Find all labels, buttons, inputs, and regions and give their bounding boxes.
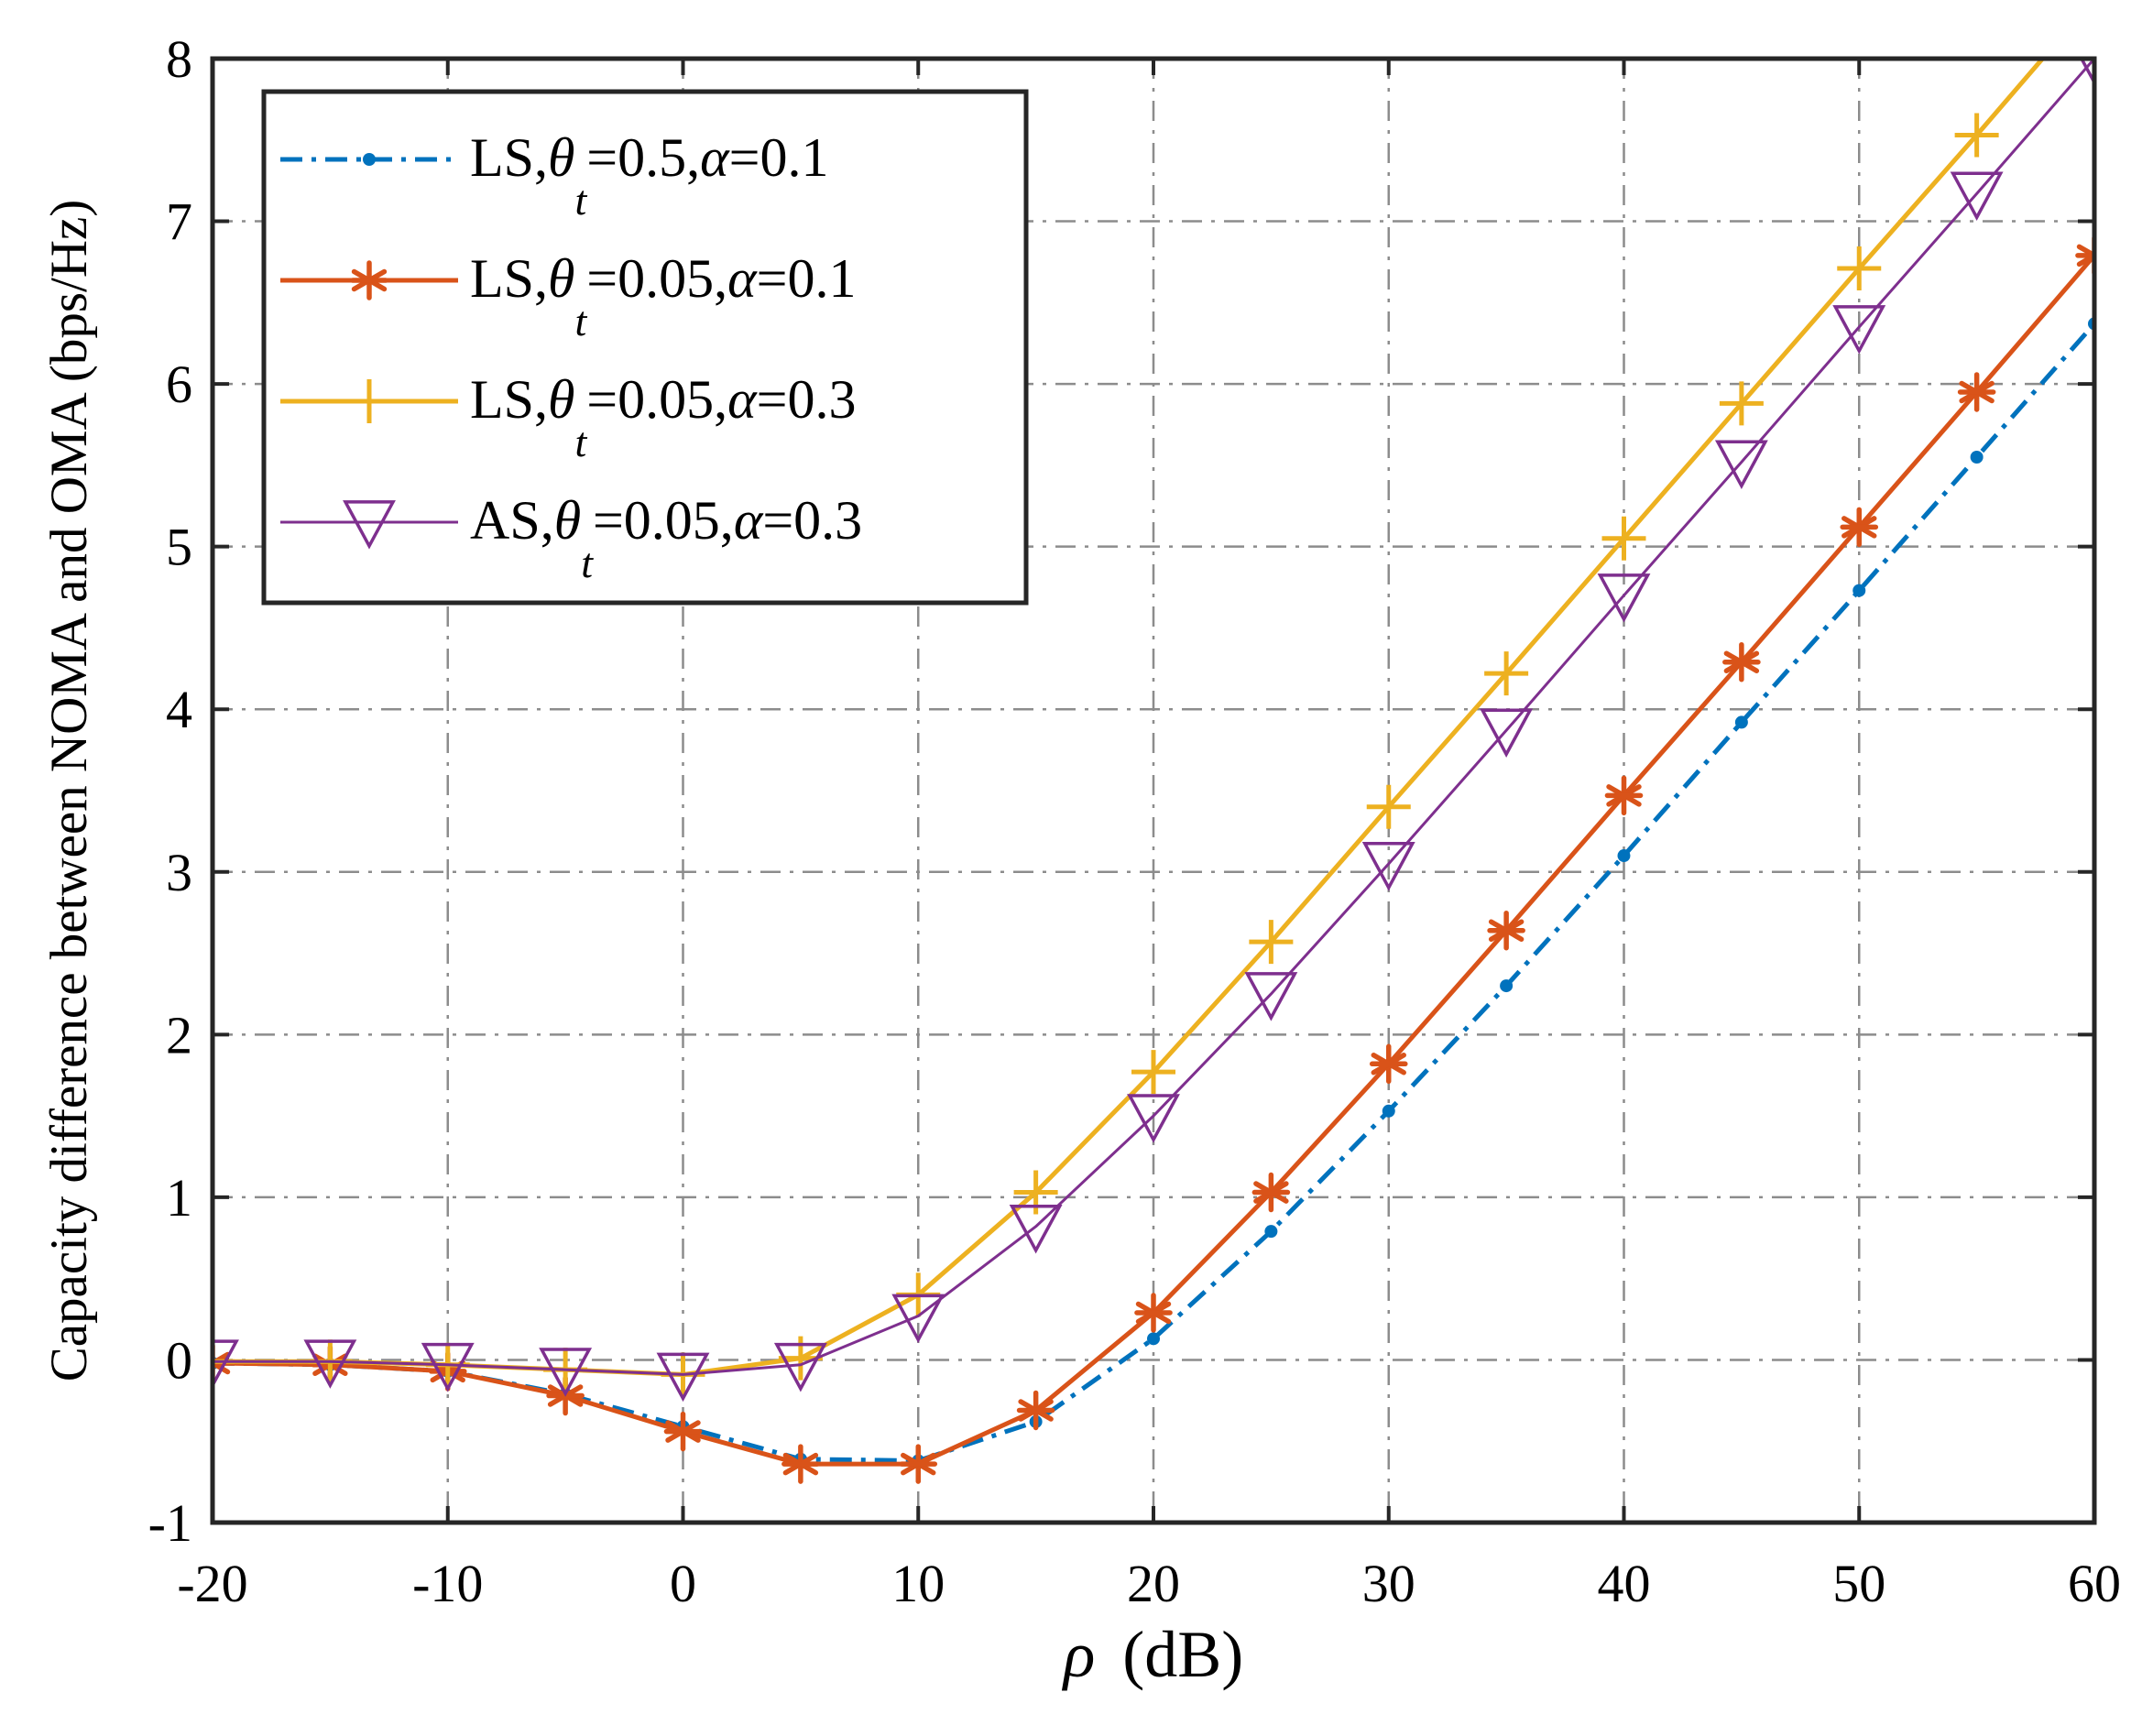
y-tick-label: 3: [166, 843, 192, 902]
data-point: [1016, 1390, 1055, 1431]
series-lines: [213, 59, 2094, 1484]
data-point: [1127, 1094, 1180, 1143]
y-tick-label: -1: [148, 1493, 192, 1553]
legend-entry: LS,θt=0.5,α=0.1: [280, 127, 828, 224]
legend-label: AS,θt=0.05,α=0.3: [470, 490, 862, 586]
data-point: [1840, 507, 1879, 548]
data-point: [1970, 451, 1984, 464]
y-tick-label: 7: [166, 192, 192, 252]
data-point: [539, 1348, 593, 1397]
data-point: [656, 1352, 710, 1403]
data-point: [2075, 235, 2094, 276]
x-tick-label: 40: [1598, 1554, 1651, 1613]
data-point: [1597, 573, 1651, 623]
y-tick-label: 6: [166, 355, 192, 414]
data-point: [1500, 979, 1514, 993]
data-point: [1604, 775, 1644, 816]
series-line: [213, 59, 2094, 1376]
legend-entry: LS,θt=0.05,α=0.3: [280, 369, 856, 465]
y-tick-label: 2: [166, 1005, 192, 1065]
legend-label: LS,θt=0.05,α=0.1: [470, 248, 856, 344]
y-tick-label: 5: [166, 518, 192, 577]
y-tick-label: 4: [166, 680, 192, 739]
data-point: [421, 1342, 475, 1392]
data-point: [1837, 246, 1882, 291]
legend-box: [261, 89, 1029, 606]
legend: LS,θt=0.5,α=0.1 LS,θt=0.05,α=0.1 LS,θt=0.0…: [261, 89, 1029, 606]
x-tick-labels: -20 -10 0 10 20 30 40 50 60: [177, 1554, 2121, 1613]
data-point: [1366, 784, 1411, 829]
y-tick-labels: -1 0 1 2 3 4 5 6 7 8: [148, 29, 192, 1553]
legend-label: LS,θt=0.5,α=0.1: [470, 127, 828, 224]
data-point: [1954, 113, 1999, 158]
y-tick-label: 1: [166, 1168, 192, 1228]
data-point: [1251, 1172, 1291, 1213]
data-point: [213, 1339, 239, 1389]
data-point: [1147, 1332, 1160, 1346]
data-point: [1714, 440, 1768, 490]
data-point: [1722, 641, 1761, 682]
data-point: [1249, 920, 1294, 965]
legend-entry: AS,θt=0.05,α=0.3: [280, 490, 862, 586]
x-tick-label: -20: [177, 1554, 247, 1613]
data-point: [343, 500, 396, 550]
data-point: [1601, 516, 1646, 561]
data-point: [1617, 849, 1631, 863]
data-point: [1382, 1104, 1395, 1118]
data-point: [1832, 305, 1886, 355]
data-point: [899, 1444, 938, 1484]
data-point: [363, 153, 376, 166]
x-tick-label: -10: [412, 1554, 483, 1613]
data-point: [1852, 584, 1866, 597]
data-point: [1009, 1204, 1063, 1254]
data-point: [1131, 1050, 1175, 1095]
data-point: [663, 1411, 703, 1452]
data-point: [1484, 651, 1529, 696]
x-tick-label: 30: [1362, 1554, 1415, 1613]
x-axis-label-symbol: ρ: [1062, 1618, 1096, 1691]
x-tick-label: 60: [2068, 1554, 2121, 1613]
x-tick-label: 20: [1127, 1554, 1180, 1613]
series-2: [213, 235, 2094, 1484]
data-point: [1487, 910, 1525, 951]
data-point: [1734, 715, 1748, 729]
data-point: [1480, 708, 1534, 758]
data-point: [1950, 171, 2004, 222]
data-point: [1361, 842, 1415, 891]
data-point: [1244, 972, 1298, 1021]
data-point: [350, 260, 388, 300]
plot-frame: [210, 56, 2097, 1525]
data-point: [347, 379, 391, 423]
legend-label: LS,θt=0.05,α=0.3: [470, 369, 856, 465]
data-point: [1369, 1043, 1408, 1085]
legend-entry: LS,θt=0.05,α=0.1: [280, 248, 856, 344]
y-tick-label: 0: [166, 1330, 192, 1390]
data-point: [1264, 1225, 1278, 1239]
x-tick-label: 10: [891, 1554, 945, 1613]
x-axis-label-unit: (dB): [1122, 1618, 1243, 1691]
x-tick-label: 50: [1832, 1554, 1885, 1613]
data-point: [1134, 1293, 1173, 1333]
data-point: [773, 1342, 827, 1392]
legend-items: LS,θt=0.5,α=0.1 LS,θt=0.05,α=0.1 LS,θt=0.0…: [280, 127, 862, 586]
y-axis-label: Capacity difference between NOMA and OMA…: [40, 200, 98, 1382]
data-point: [1719, 381, 1764, 426]
series-4: [213, 59, 2094, 1403]
data-point: [303, 1339, 357, 1389]
data-point: [891, 1294, 945, 1344]
data-point: [781, 1444, 820, 1484]
y-tick-label: 8: [166, 29, 192, 89]
x-axis-label: ρ (dB): [1062, 1618, 1244, 1691]
data-point: [1957, 372, 1996, 412]
x-tick-label: 0: [670, 1554, 696, 1613]
